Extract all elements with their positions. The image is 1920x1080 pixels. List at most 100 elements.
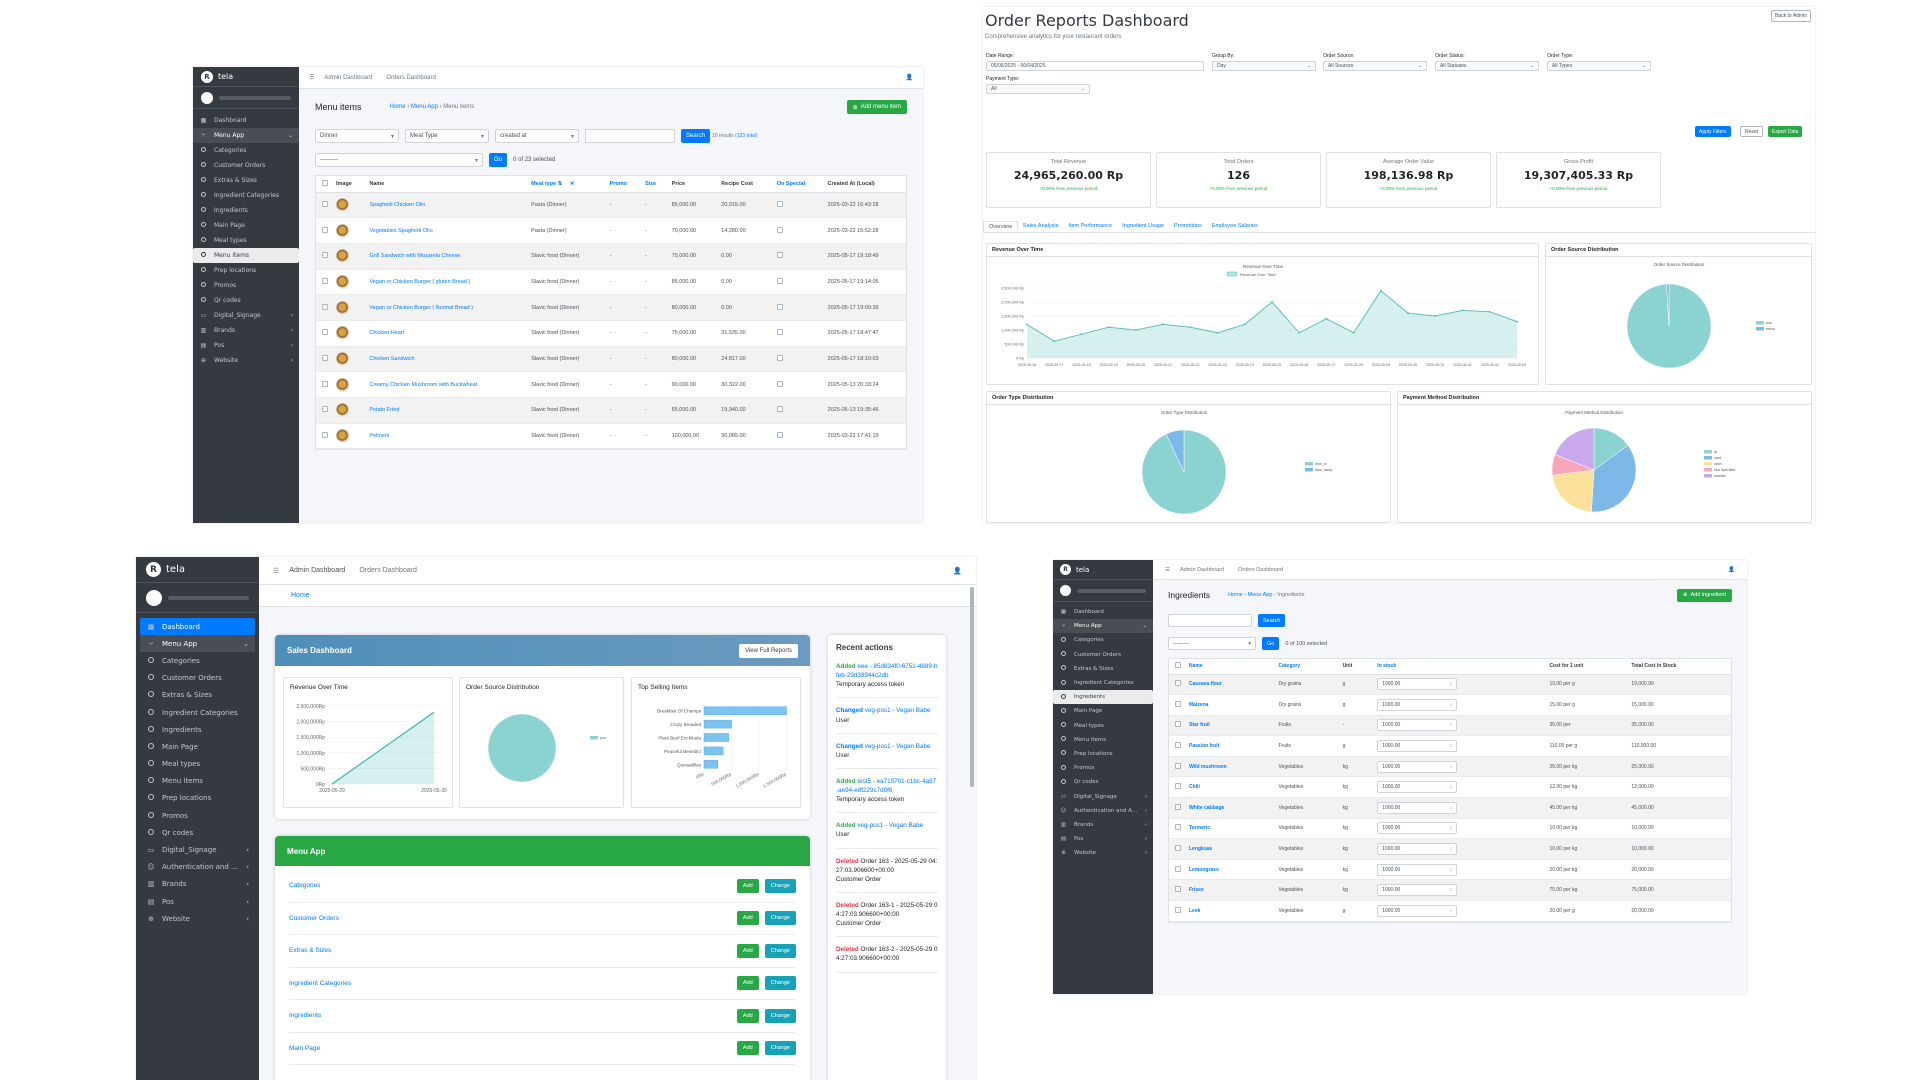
brand[interactable]: R tela (136, 557, 259, 583)
user-panel[interactable] (193, 87, 299, 109)
menu-item-link[interactable]: Chicken Sandwich (369, 355, 415, 362)
sidebar-item-qr-codes[interactable]: Qr codes (140, 824, 255, 841)
row-checkbox[interactable] (322, 226, 328, 233)
column-header-on-special[interactable]: On Special (776, 180, 806, 187)
column-header-total-cost-in-stock[interactable]: Total Cost in Stock (1631, 663, 1677, 670)
menu-item-link[interactable]: Creamy Chicken Mushroom with Buckwheat (369, 381, 478, 388)
row-checkbox[interactable] (322, 406, 328, 413)
add-button[interactable]: Add (736, 1008, 759, 1023)
row-checkbox[interactable] (1175, 886, 1181, 893)
model-link[interactable]: Extras & Sizes (289, 947, 332, 955)
sidebar-item-prep-locations[interactable]: Prep locations (1053, 747, 1153, 761)
tab-ingredient-usage[interactable]: Ingredient Usage (1122, 223, 1164, 229)
filter-meal-type-select[interactable]: Meal Type ▾ (405, 129, 489, 143)
breadcrumb-menu-app[interactable]: Menu App (410, 104, 438, 110)
sidebar-item-ingredient-categories[interactable]: Ingredient Categories (140, 704, 255, 721)
sidebar-item-qr-codes[interactable]: Qr codes (1053, 775, 1153, 789)
model-link[interactable]: Ingredient Categories (289, 979, 352, 987)
select-all-checkbox[interactable] (1175, 662, 1181, 669)
breadcrumb-home[interactable]: Home (1228, 592, 1243, 598)
row-checkbox[interactable] (322, 432, 328, 439)
stepper-icon[interactable]: ↕ (1449, 722, 1453, 729)
sidebar-item-ingredients[interactable]: Ingredients (1053, 690, 1153, 705)
scrollbar[interactable] (970, 587, 974, 787)
sidebar-item-menu-app[interactable]: ⑂ Menu App ⌄ (140, 635, 255, 653)
on-special-checkbox[interactable] (776, 354, 783, 361)
stepper-icon[interactable]: ↕ (1449, 763, 1453, 770)
export-data-button[interactable]: Export Data (1768, 126, 1803, 137)
model-link[interactable]: Ingredients (289, 1012, 322, 1020)
nav-admin-dashboard[interactable]: Admin Dashboard (1179, 566, 1224, 573)
sidebar-item-promos[interactable]: Promos (193, 278, 299, 293)
ingredient-link[interactable]: Passion fruit (1189, 743, 1220, 750)
stepper-icon[interactable]: ↕ (1449, 887, 1453, 894)
column-header-unit[interactable]: Unit (1342, 663, 1353, 670)
sidebar-item-main-page[interactable]: Main Page (1053, 704, 1153, 718)
sidebar-item-digital-signage[interactable]: ▭ Digital_Signage ‹ (193, 308, 299, 323)
nav-orders-dashboard[interactable]: Orders Dashboard (1237, 566, 1284, 573)
tab-promotions[interactable]: Promotions (1174, 223, 1202, 229)
ingredient-link[interactable]: Frisee (1189, 887, 1204, 894)
action-object[interactable]: veg-pos1 - Vegan Babe (864, 707, 931, 715)
column-header-recipe-cost[interactable]: Recipe Cost (721, 180, 753, 187)
sidebar-item-customer-orders[interactable]: Customer Orders (1053, 648, 1153, 662)
menu-item-link[interactable]: Spaghetti Chicken Olio (369, 201, 426, 208)
go-button[interactable]: Go (489, 153, 508, 167)
add-menu-item-button[interactable]: ⊕ Add menu item (846, 100, 907, 114)
reset-button[interactable]: Reset (1740, 126, 1764, 137)
sidebar-item-meal-types[interactable]: Meal types (1053, 719, 1153, 733)
brand[interactable]: R tela (193, 67, 299, 87)
row-checkbox[interactable] (1175, 783, 1181, 790)
stepper-icon[interactable]: ↕ (1449, 846, 1453, 853)
sidebar-item-dashboard[interactable]: ▦ Dashboard (193, 113, 299, 128)
add-button[interactable]: Add (736, 911, 759, 926)
sidebar-item-dashboard[interactable]: ▦ Dashboard (1053, 605, 1153, 619)
sidebar-item-menu-items[interactable]: Menu items (193, 248, 299, 263)
sidebar-item-menu-app[interactable]: ⑂ Menu App ⌄ (193, 128, 299, 143)
sidebar-item-digital-signage[interactable]: ▭ Digital_Signage ‹ (140, 841, 255, 858)
ingredient-link[interactable]: Lengkuas (1189, 846, 1213, 853)
model-link[interactable]: Main Page (289, 1044, 321, 1052)
sidebar-item-promos[interactable]: Promos (1053, 761, 1153, 775)
sidebar-item-categories[interactable]: Categories (140, 652, 255, 669)
sidebar-item-prep-locations[interactable]: Prep locations (193, 263, 299, 278)
search-button[interactable]: Search (681, 129, 711, 143)
stepper-icon[interactable]: ↕ (1449, 866, 1453, 873)
change-button[interactable]: Change (764, 976, 796, 991)
ingredient-link[interactable]: Turmeric (1189, 825, 1211, 832)
on-special-checkbox[interactable] (776, 380, 783, 387)
sidebar-item-brands[interactable]: ▥ Brands ‹ (1053, 818, 1153, 832)
nav-admin-dashboard[interactable]: Admin Dashboard (289, 567, 346, 574)
in-stock-input[interactable]: 1000.00 ↕ (1377, 760, 1458, 773)
column-header-cost-for-1-unit[interactable]: Cost for 1 unit (1549, 663, 1584, 670)
sidebar-item-qr-codes[interactable]: Qr codes (193, 293, 299, 308)
menu-item-link[interactable]: Potato Fried (369, 407, 400, 414)
column-header-category[interactable]: Category (1278, 663, 1301, 670)
sidebar-item-menu-items[interactable]: Menu items (140, 773, 255, 790)
column-header-in-stock[interactable]: In stock (1377, 663, 1397, 670)
sidebar-item-extras-sizes[interactable]: Extras & Sizes (140, 687, 255, 704)
row-checkbox[interactable] (1175, 906, 1181, 913)
change-button[interactable]: Change (764, 1008, 796, 1023)
on-special-checkbox[interactable] (776, 277, 783, 284)
change-button[interactable]: Change (764, 878, 796, 893)
row-checkbox[interactable] (322, 252, 328, 259)
stepper-icon[interactable]: ↕ (1449, 825, 1453, 832)
add-button[interactable]: Add (736, 1041, 759, 1056)
sidebar-item-meal-types[interactable]: Meal types (193, 233, 299, 248)
ingredient-link[interactable]: Chili (1189, 784, 1200, 791)
in-stock-input[interactable]: 1000.00 ↕ (1377, 801, 1458, 814)
tab-employee-salaries[interactable]: Employee Salaries (1211, 223, 1258, 229)
sidebar-item-pos[interactable]: ▤ Pos ‹ (193, 338, 299, 353)
row-checkbox[interactable] (1175, 721, 1181, 728)
user-panel[interactable] (136, 583, 259, 613)
add-ingredient-button[interactable]: ⊕ Add ingredient (1676, 588, 1732, 602)
ingredient-link[interactable]: Maizena (1189, 701, 1209, 708)
sidebar-item-main-page[interactable]: Main Page (140, 738, 255, 755)
nav-orders-dashboard[interactable]: Orders Dashboard (386, 74, 436, 81)
row-checkbox[interactable] (322, 329, 328, 336)
user-panel[interactable] (1053, 580, 1153, 602)
in-stock-input[interactable]: 1000.00 ↕ (1377, 904, 1458, 917)
change-button[interactable]: Change (764, 1041, 796, 1056)
in-stock-input[interactable]: 1000.00 ↕ (1377, 678, 1458, 691)
